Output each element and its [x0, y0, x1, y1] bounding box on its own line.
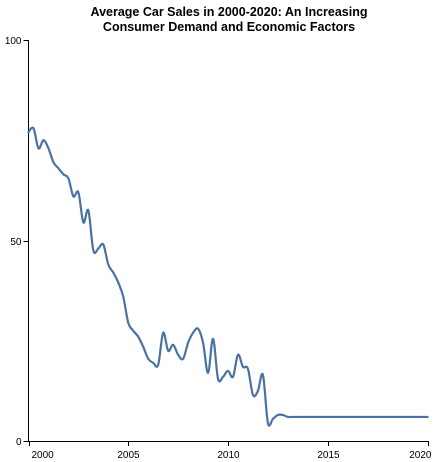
y-tick-label: 100 — [5, 36, 22, 47]
x-tick-label: 2010 — [217, 450, 240, 461]
series-line — [27, 126, 429, 427]
chart-title-line-2: Consumer Demand and Economic Factors — [103, 20, 355, 34]
y-axis-ticks: 0 50 100 — [5, 36, 29, 448]
y-tick-label: 0 — [16, 437, 22, 448]
x-tick-label: 2015 — [317, 450, 340, 461]
chart-title-line-1: Average Car Sales in 2000-2020: An Incre… — [91, 5, 368, 19]
x-tick-label: 2005 — [117, 450, 140, 461]
x-axis-ticks: 2000 2005 2010 2015 2020 — [29, 441, 432, 461]
x-tick-label: 2000 — [32, 450, 55, 461]
x-tick-label: 2020 — [409, 450, 432, 461]
y-tick-label: 50 — [10, 237, 22, 248]
